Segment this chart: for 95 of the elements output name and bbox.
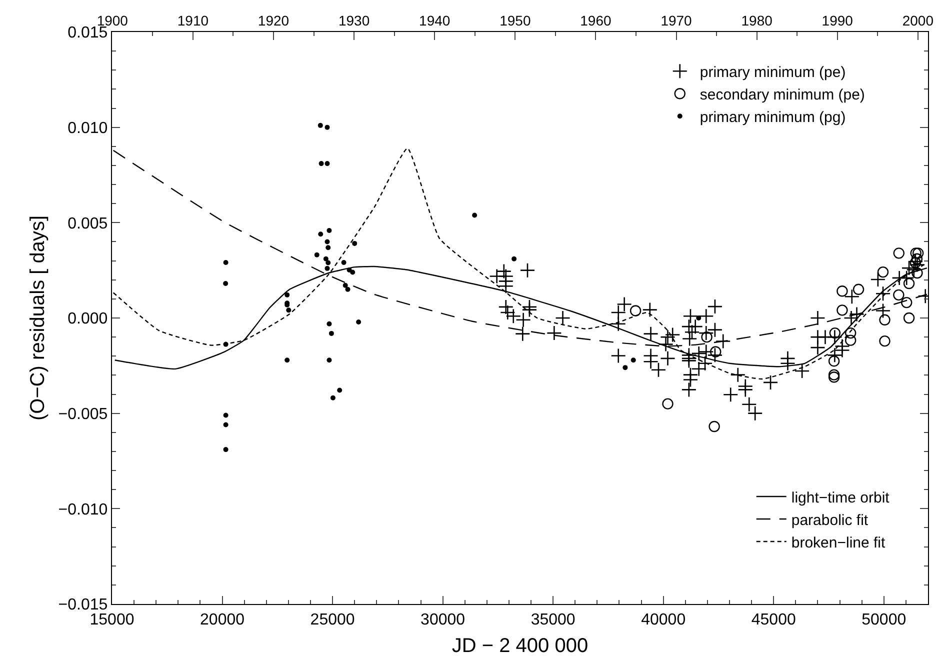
- point: [328, 330, 334, 336]
- point: [836, 286, 848, 297]
- point: [337, 388, 342, 393]
- point: [701, 331, 712, 343]
- x-tick-label: 45000: [751, 611, 796, 628]
- point: [326, 260, 331, 266]
- point: [324, 124, 330, 130]
- point: [710, 346, 722, 358]
- legend-label: light−time orbit: [791, 489, 890, 506]
- point: [903, 312, 915, 324]
- point: [345, 286, 350, 292]
- point: [844, 334, 856, 346]
- point: [286, 308, 292, 313]
- point: [879, 335, 890, 347]
- point: [852, 284, 864, 295]
- point: [829, 327, 841, 339]
- point: [223, 447, 228, 452]
- x2-tick-label: 1970: [660, 12, 692, 28]
- point: [893, 289, 904, 301]
- point: [828, 372, 840, 383]
- x2-tick-label: 1960: [580, 12, 612, 28]
- x2-tick-label: 1980: [741, 12, 773, 28]
- y-tick-label: 0.005: [68, 215, 108, 232]
- point: [318, 232, 324, 237]
- legend-label: primary minimum (pe): [700, 64, 846, 81]
- point: [912, 248, 924, 259]
- point: [341, 260, 346, 266]
- point: [844, 327, 856, 339]
- x-tick-label: 50000: [862, 611, 906, 628]
- point: [879, 314, 890, 326]
- x-tick-label: 25000: [310, 611, 355, 628]
- x-tick-label: 40000: [641, 611, 686, 628]
- x2-tick-label: 1950: [500, 12, 531, 28]
- legend-label: broken−line fit: [791, 534, 886, 552]
- point: [223, 412, 228, 418]
- point: [901, 296, 912, 308]
- point: [284, 358, 290, 363]
- point: [877, 266, 889, 278]
- x-axis-title: JD − 2 400 000: [452, 634, 588, 657]
- point: [662, 398, 674, 410]
- x2-tick-label: 1920: [258, 12, 290, 28]
- x-tick-label: 35000: [530, 611, 576, 628]
- point: [472, 212, 478, 218]
- point: [223, 260, 228, 266]
- x-tick-label: 15000: [90, 611, 134, 628]
- point: [828, 369, 840, 380]
- x-tick-label: 30000: [420, 611, 466, 628]
- point: [326, 245, 331, 250]
- point: [512, 256, 517, 262]
- x-tick-label: 20000: [200, 611, 245, 628]
- point: [342, 282, 348, 288]
- point: [326, 358, 332, 363]
- point: [350, 270, 356, 275]
- point: [910, 248, 922, 259]
- point: [223, 422, 228, 428]
- point: [323, 256, 328, 262]
- point: [828, 355, 840, 367]
- point: [318, 161, 324, 166]
- y-tick-label: 0.000: [68, 310, 108, 328]
- y-axis-title: (O−C) residuals [ days]: [26, 215, 49, 421]
- point: [352, 240, 358, 246]
- x2-tick-label: 1940: [419, 12, 450, 28]
- point: [893, 248, 904, 259]
- point: [318, 122, 323, 128]
- x2-tick-label: 1990: [822, 12, 854, 28]
- y-tick-label: −0.015: [58, 596, 108, 614]
- point: [324, 161, 330, 166]
- point: [324, 266, 330, 271]
- point: [326, 228, 332, 233]
- y-tick-label: −0.005: [58, 406, 108, 423]
- point: [630, 358, 636, 363]
- point: [903, 278, 915, 290]
- point: [708, 420, 720, 432]
- y-tick-label: −0.010: [58, 501, 108, 518]
- point: [284, 292, 290, 298]
- point: [314, 252, 320, 258]
- point: [356, 320, 362, 324]
- legend-label: primary minimum (pg): [700, 108, 846, 126]
- point: [630, 305, 642, 316]
- point: [912, 267, 923, 279]
- point: [911, 253, 923, 264]
- y-tick-label: 0.015: [68, 24, 108, 42]
- legend-label: secondary minimum (pe): [700, 86, 865, 104]
- point: [696, 316, 702, 320]
- point: [324, 239, 330, 244]
- point: [223, 280, 228, 286]
- x2-tick-label: 1930: [338, 12, 370, 28]
- point: [330, 395, 336, 400]
- point: [836, 304, 848, 316]
- x2-tick-label: 2000: [902, 12, 934, 28]
- x2-tick-label: 1910: [177, 12, 209, 28]
- point: [326, 321, 332, 326]
- y-tick-label: 0.010: [68, 120, 108, 137]
- point: [622, 365, 628, 370]
- legend-label: parabolic fit: [791, 512, 869, 529]
